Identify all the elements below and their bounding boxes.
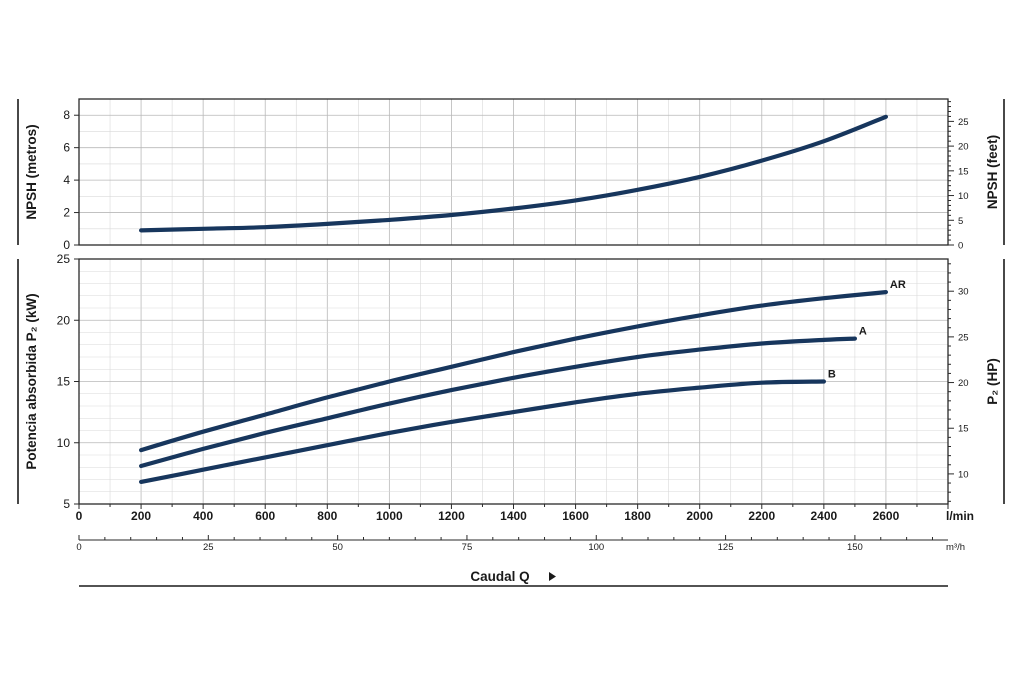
power-curve-ar xyxy=(139,290,888,453)
npsh-left-tick-label: 0 xyxy=(63,238,70,252)
lmin-unit-label: l/min xyxy=(946,509,974,523)
power-left-tick-label: 10 xyxy=(57,436,71,450)
lmin-tick-label: 1400 xyxy=(500,509,527,523)
power-right-tick-label: 25 xyxy=(958,332,969,343)
lmin-tick-label: 800 xyxy=(317,509,337,523)
npsh-left-tick-label: 6 xyxy=(63,141,70,155)
power-right-tick-label: 15 xyxy=(958,424,969,435)
m3h-tick-label: 125 xyxy=(718,542,734,553)
power-right-tick-label: 30 xyxy=(958,287,969,298)
lmin-tick-label: 2600 xyxy=(873,509,900,523)
npsh-right-tick-label: 15 xyxy=(958,166,969,177)
lmin-tick-label: 1000 xyxy=(376,509,403,523)
power-right-axis-title: P₂ (HP) xyxy=(985,358,1000,405)
npsh-left-tick-label: 8 xyxy=(63,108,70,122)
npsh-left-tick-label: 4 xyxy=(63,173,70,187)
npsh-right-tick-label: 0 xyxy=(958,241,963,252)
npsh-left-tick-label: 2 xyxy=(63,206,70,220)
npsh-right-tick-label: 10 xyxy=(958,191,969,202)
lmin-tick-label: 200 xyxy=(131,509,151,523)
power-right-tick-label: 20 xyxy=(958,378,969,389)
lmin-tick-label: 0 xyxy=(76,509,83,523)
power-right-tick-label: 10 xyxy=(958,469,969,480)
power-left-tick-label: 20 xyxy=(57,313,71,327)
series-label-b: B xyxy=(828,369,836,381)
npsh-right-tick-label: 5 xyxy=(958,216,963,227)
x-axis-title: Caudal Q xyxy=(470,569,529,584)
lmin-tick-label: 600 xyxy=(255,509,275,523)
power-left-axis-title: Potencia absorbida P₂ (kW) xyxy=(24,293,39,469)
power-curve-a xyxy=(139,336,857,469)
series-label-a: A xyxy=(859,326,867,338)
lmin-tick-label: 1600 xyxy=(562,509,589,523)
lmin-tick-label: 2000 xyxy=(686,509,713,523)
m3h-tick-label: 100 xyxy=(588,542,604,553)
npsh-right-tick-label: 20 xyxy=(958,142,969,153)
m3h-tick-label: 0 xyxy=(76,542,81,553)
lmin-tick-label: 1800 xyxy=(624,509,651,523)
series-label-ar: AR xyxy=(890,279,906,291)
power-left-tick-label: 25 xyxy=(57,252,71,266)
npsh-right-axis-title: NPSH (feet) xyxy=(985,135,1000,209)
npsh-plot-frame xyxy=(78,98,949,246)
power-left-tick-label: 5 xyxy=(63,497,70,511)
caudal-arrow-icon xyxy=(549,572,556,581)
power-left-tick-label: 15 xyxy=(57,375,71,389)
npsh-curve xyxy=(139,114,888,233)
m3h-unit-label: m³/h xyxy=(946,542,965,553)
npsh-right-tick-label: 25 xyxy=(958,117,969,128)
npsh-left-axis-title: NPSH (metros) xyxy=(24,124,39,219)
lmin-tick-label: 2400 xyxy=(811,509,838,523)
lmin-tick-label: 400 xyxy=(193,509,213,523)
lmin-tick-label: 2200 xyxy=(748,509,775,523)
power-curve-b xyxy=(139,379,826,484)
m3h-tick-label: 25 xyxy=(203,542,214,553)
m3h-tick-label: 50 xyxy=(332,542,343,553)
m3h-tick-label: 75 xyxy=(462,542,473,553)
lmin-tick-label: 1200 xyxy=(438,509,465,523)
m3h-tick-label: 150 xyxy=(847,542,863,553)
